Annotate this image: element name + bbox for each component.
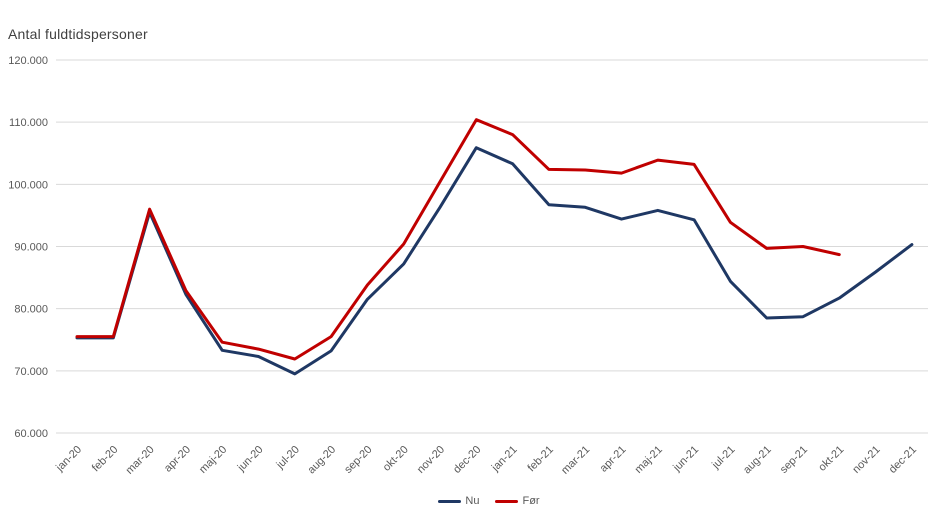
x-axis-tick-label: maj-20 (197, 444, 229, 476)
x-axis-tick-label: apr-20 (162, 444, 193, 475)
x-axis-tick-label: apr-21 (598, 444, 629, 475)
x-axis-tick-label: mar-20 (124, 444, 157, 477)
x-axis-tick-label: aug-20 (306, 444, 339, 477)
y-axis-tick-label: 90.000 (14, 242, 48, 254)
x-axis-tick-label: jun-21 (670, 444, 701, 475)
x-axis-tick-label: sep-21 (778, 444, 810, 476)
y-axis-tick-label: 110.000 (9, 117, 48, 129)
legend-label-nu: Nu (465, 495, 480, 507)
legend-label-for: Før (522, 495, 540, 507)
chart-plot-area: 60.000 70.000 80.000 90.000 100.000 110.000 12… (8, 55, 928, 477)
x-axis-tick-label: sep-20 (342, 444, 374, 476)
series-line-fr (75, 118, 841, 361)
x-axis-tick-label: okt-21 (816, 444, 846, 474)
x-axis-tick-label: jan-21 (489, 444, 520, 475)
x-axis-tick-label: feb-21 (525, 444, 556, 475)
x-axis-tick-label: aug-21 (741, 444, 774, 477)
x-axis-tick-label: dec-20 (451, 444, 483, 476)
chart-legend: Nu Før (57, 495, 921, 507)
chart-title: Antal fuldtidspersoner (8, 26, 148, 42)
x-axis-tick-label: jul-20 (274, 444, 302, 472)
legend-item-for: Før (495, 495, 540, 507)
y-axis-tick-label: 100.000 (8, 179, 48, 191)
x-axis-tick-label: jan-20 (53, 444, 84, 475)
x-axis-tick-label: maj-21 (633, 444, 665, 476)
x-axis-tick-label: jul-21 (709, 444, 737, 472)
x-axis-tick-label: feb-20 (90, 444, 121, 475)
legend-item-nu: Nu (438, 495, 479, 507)
y-axis-tick-label: 70.000 (14, 366, 48, 378)
legend-swatch-nu (438, 499, 462, 503)
x-axis-tick-label: mar-21 (559, 444, 592, 477)
x-axis-tick-label: dec-21 (887, 444, 919, 476)
y-axis-tick-label: 80.000 (14, 304, 48, 316)
y-axis-tick-label: 120.000 (8, 55, 48, 67)
x-axis-tick-label: jun-20 (235, 444, 266, 475)
x-axis-tick-label: nov-20 (415, 444, 447, 476)
legend-swatch-for (495, 499, 519, 503)
series-line-nu (75, 146, 914, 376)
x-axis-tick-label: okt-20 (381, 444, 411, 474)
x-axis-tick-label: nov-21 (850, 444, 882, 476)
y-axis-tick-label: 60.000 (14, 428, 48, 440)
